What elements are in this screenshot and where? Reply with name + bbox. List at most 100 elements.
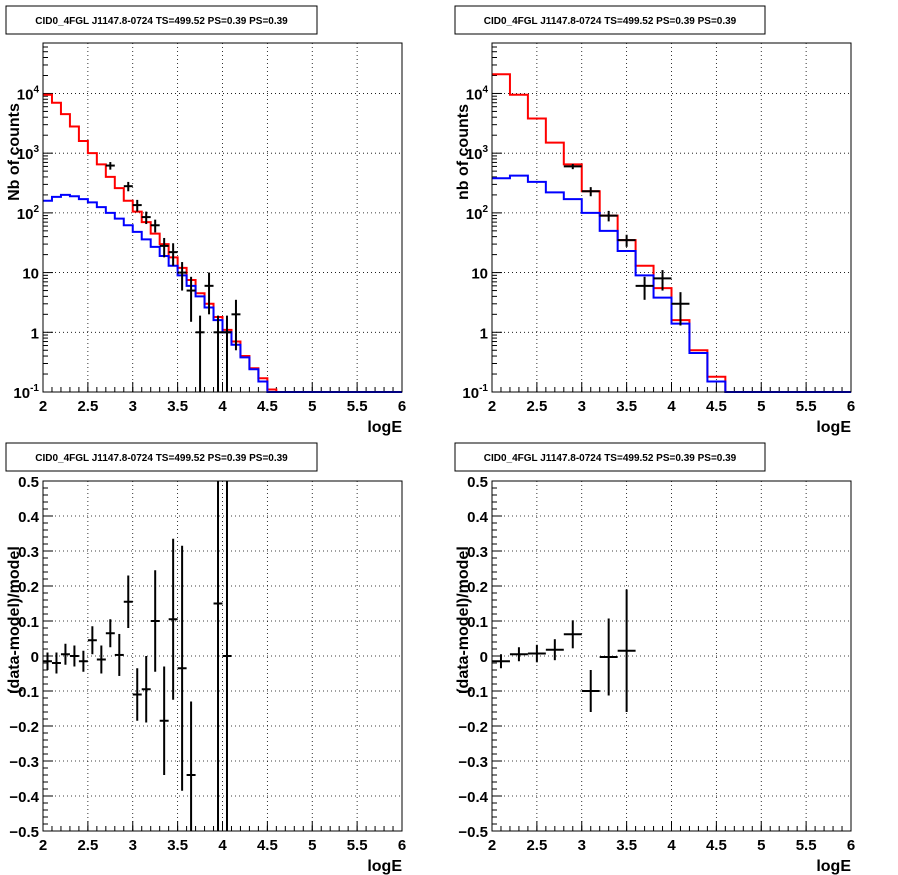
data-point xyxy=(653,270,672,291)
residual-point xyxy=(563,620,582,649)
data-point xyxy=(222,315,232,392)
x-tick-label: 2 xyxy=(39,398,47,415)
plot-area xyxy=(43,93,402,393)
residual-point xyxy=(51,652,61,674)
x-tick-label: 3.5 xyxy=(616,398,637,415)
pad-2: CID0_4FGL J1147.8-0724 TS=499.52 PS=0.39… xyxy=(454,5,855,436)
data-point xyxy=(195,315,205,392)
y-tick-label: −0.5 xyxy=(9,824,39,841)
residual-point xyxy=(60,643,70,665)
model-background-step-line xyxy=(43,193,402,393)
pad-3: CID0_4FGL J1147.8-0724 TS=499.52 PS=0.39… xyxy=(5,442,406,875)
data-point xyxy=(617,234,636,247)
data-point xyxy=(123,181,133,192)
x-tick-label: 4.5 xyxy=(706,837,727,854)
data-point xyxy=(159,237,169,258)
x-tick-label: 2 xyxy=(488,837,496,854)
x-tick-label: 5 xyxy=(757,398,765,415)
x-axis: 2 2.5 3 3.5 4 4.5 5 5.5 6 logE xyxy=(488,43,855,436)
y-tick-label: 0.3 xyxy=(467,544,488,561)
y-tick-label: 1 xyxy=(31,325,39,342)
y-tick-label: −0.3 xyxy=(458,754,488,771)
data-point xyxy=(671,292,690,326)
y-tick-label: 0.1 xyxy=(18,614,39,631)
data-point xyxy=(581,187,600,197)
x-tick-label: 5.5 xyxy=(347,398,368,415)
y-tick-label: 1 xyxy=(480,325,488,342)
x-tick-label: 2.5 xyxy=(526,398,547,415)
y-axis: −0.5 −0.4 −0.3 −0.2 −0.1 0 0.1 0.2 0.3 0.4 0.5 (dat… xyxy=(455,474,851,841)
x-axis: 2 2.5 3 3.5 4 4.5 5 5.5 6 logE xyxy=(39,43,406,436)
plot-frame xyxy=(491,42,852,393)
chart-title: CID0_4FGL J1147.8-0724 TS=499.52 PS=0.39… xyxy=(484,453,737,464)
x-tick-label: 6 xyxy=(847,837,855,854)
plot-area xyxy=(492,73,851,393)
y-tick-label: 103 xyxy=(17,144,40,163)
plot-frame xyxy=(42,480,403,832)
x-axis-label: logE xyxy=(367,419,402,436)
residual-point xyxy=(114,633,124,676)
residual-point xyxy=(168,538,178,700)
y-tick-label: 104 xyxy=(17,84,40,103)
data-point xyxy=(186,276,196,322)
residual-point xyxy=(509,647,528,662)
y-axis-label: (data-model)/model xyxy=(6,546,23,694)
title-box xyxy=(5,5,318,35)
x-tick-label: 3.5 xyxy=(167,837,188,854)
y-axis-label: (data-model)/model xyxy=(455,546,472,694)
x-tick-label: 4 xyxy=(218,398,227,415)
x-tick-label: 5 xyxy=(757,837,765,854)
x-axis-label: logE xyxy=(367,858,402,875)
residual-point xyxy=(213,481,223,831)
x-tick-label: 3 xyxy=(578,398,586,415)
data-point xyxy=(132,199,142,212)
x-tick-label: 4 xyxy=(667,837,676,854)
plot-frame xyxy=(42,42,403,393)
y-tick-label: −0.5 xyxy=(458,824,488,841)
data-point xyxy=(105,162,115,170)
y-axis: −0.5 −0.4 −0.3 −0.2 −0.1 0 0.1 0.2 0.3 0.4 0.5 (dat… xyxy=(6,474,402,841)
y-tick-label: −0.2 xyxy=(458,719,488,736)
residual-point xyxy=(492,654,510,669)
chart-title: CID0_4FGL J1147.8-0724 TS=499.52 PS=0.39… xyxy=(484,16,737,27)
x-tick-label: 3 xyxy=(578,837,586,854)
x-axis-label: logE xyxy=(816,858,851,875)
plot-area xyxy=(492,589,636,712)
x-tick-label: 6 xyxy=(398,837,406,854)
data-point xyxy=(141,211,151,225)
x-tick-label: 5.5 xyxy=(796,837,817,854)
y-tick-label: 10 xyxy=(471,266,488,283)
y-tick-label: 0.5 xyxy=(18,474,39,491)
residual-point xyxy=(132,668,142,721)
x-axis: 2 2.5 3 3.5 4 4.5 5 5.5 6 logE xyxy=(488,481,855,875)
residual-point xyxy=(96,645,106,674)
title-box xyxy=(454,442,766,472)
y-tick-label: 102 xyxy=(466,204,489,223)
y-tick-label: 0 xyxy=(31,649,39,666)
chart-title: CID0_4FGL J1147.8-0724 TS=499.52 PS=0.39… xyxy=(35,16,288,27)
x-tick-label: 6 xyxy=(398,398,406,415)
y-axis-label: Nb of counts xyxy=(6,103,23,201)
y-axis-label: nb of counts xyxy=(455,104,472,200)
residual-point xyxy=(177,545,187,791)
x-tick-label: 5 xyxy=(308,837,316,854)
y-tick-label: 0.5 xyxy=(467,474,488,491)
residual-point xyxy=(545,639,564,661)
x-tick-label: 4.5 xyxy=(706,398,727,415)
y-tick-label: 104 xyxy=(466,84,489,103)
y-tick-label: −0.1 xyxy=(458,684,488,701)
y-tick-label: 10-1 xyxy=(13,383,39,402)
y-tick-label: −0.1 xyxy=(9,684,39,701)
residual-point xyxy=(527,644,546,663)
y-tick-label: 0.4 xyxy=(467,509,489,526)
x-axis-label: logE xyxy=(816,419,851,436)
y-tick-label: −0.2 xyxy=(9,719,39,736)
residual-point xyxy=(105,619,115,648)
x-tick-label: 5.5 xyxy=(796,398,817,415)
plot-area xyxy=(43,481,232,831)
x-tick-label: 5 xyxy=(308,398,316,415)
x-axis: 2 2.5 3 3.5 4 4.5 5 5.5 6 logE xyxy=(39,481,406,875)
residual-point xyxy=(150,570,160,672)
